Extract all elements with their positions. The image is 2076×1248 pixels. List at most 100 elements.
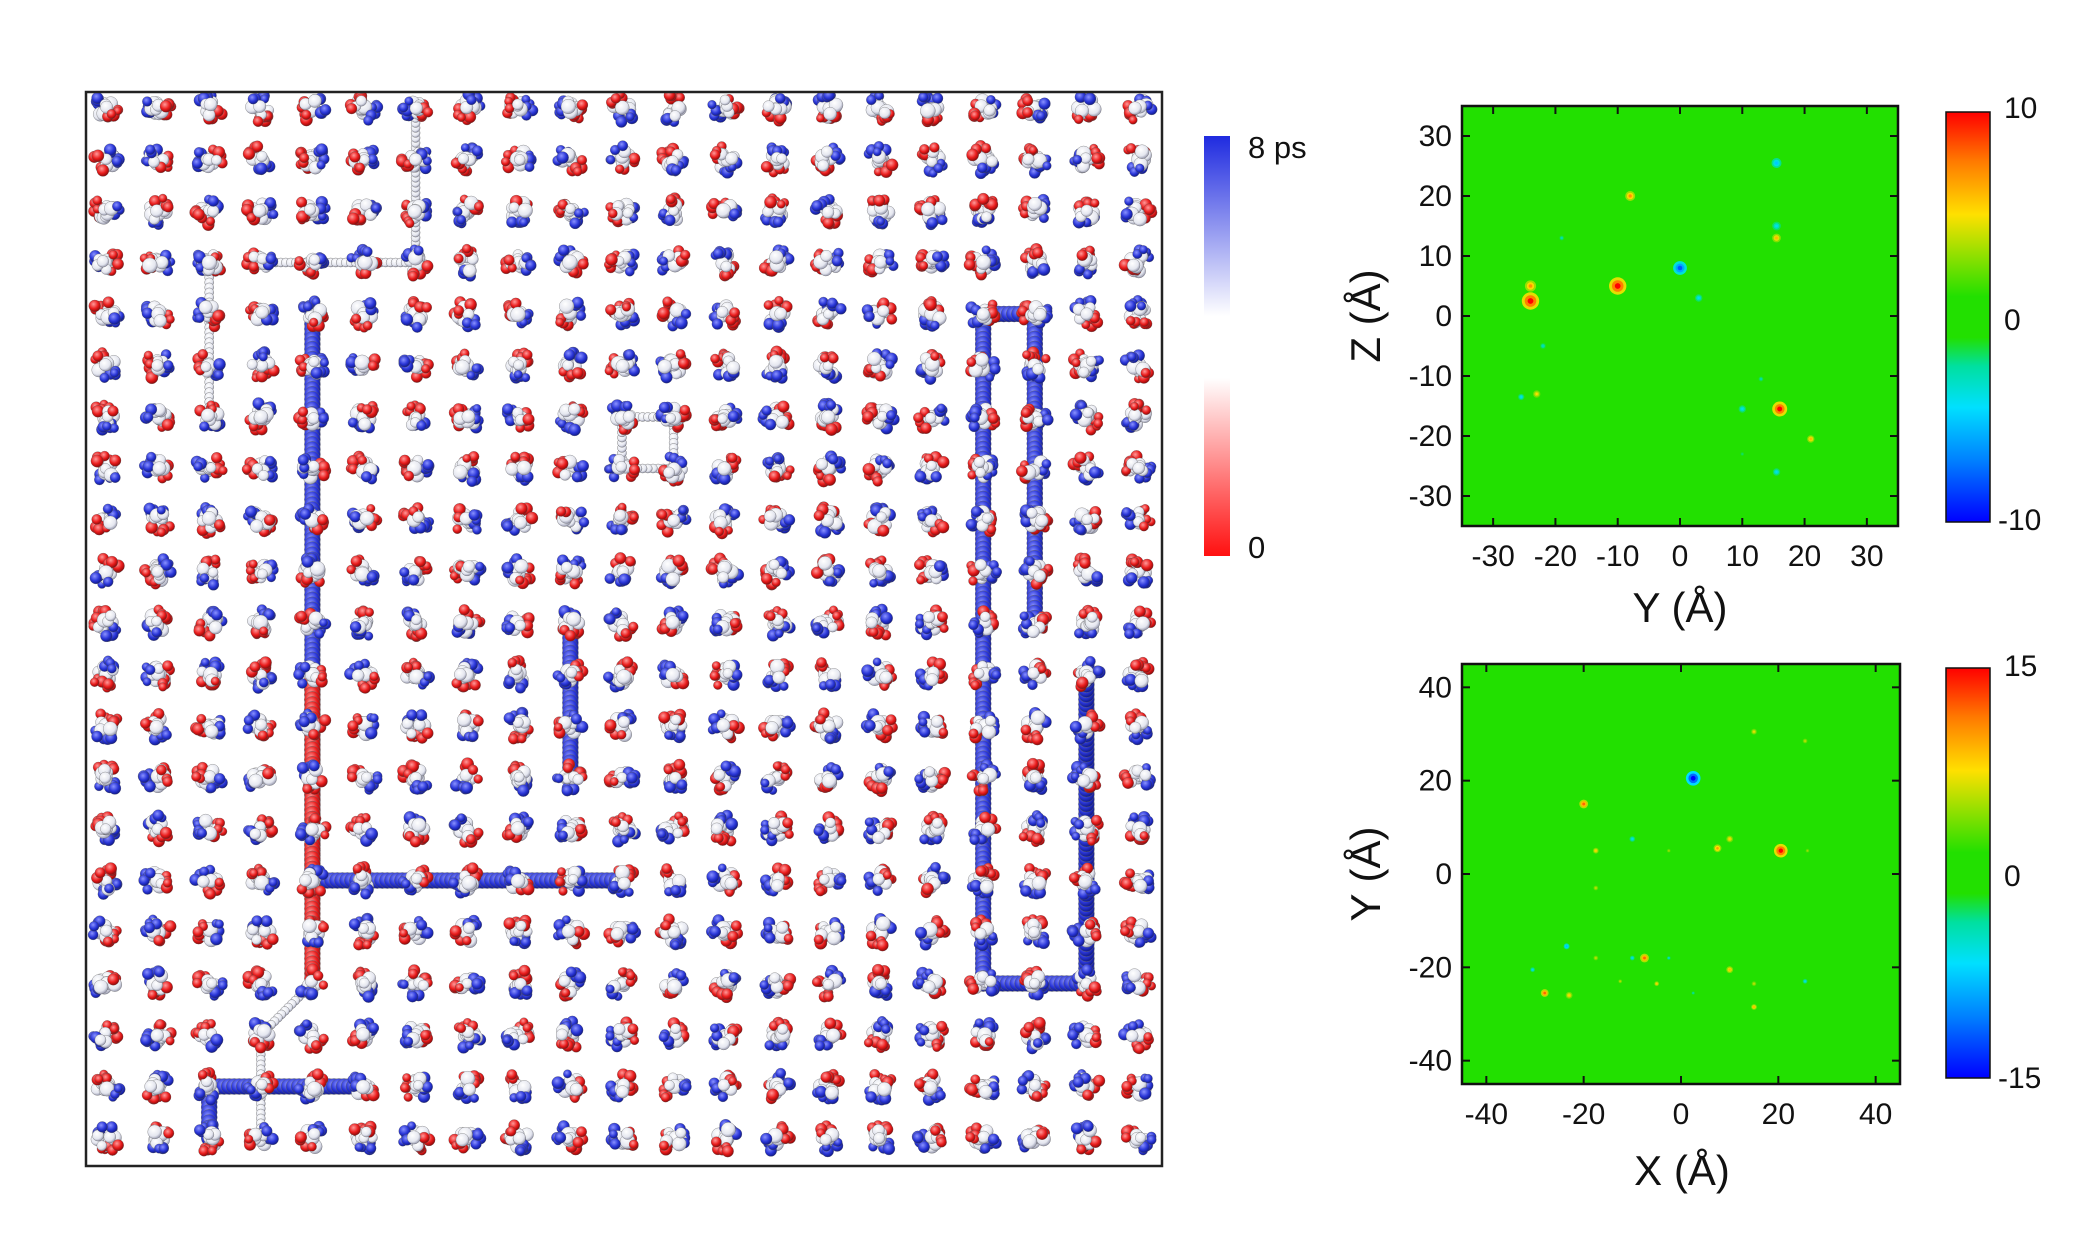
atom: [714, 526, 724, 537]
atom: [90, 454, 104, 468]
atom: [877, 524, 890, 537]
atom: [108, 250, 118, 260]
atom: [514, 154, 526, 166]
atom: [924, 298, 937, 312]
atom: [885, 256, 895, 266]
atom: [761, 405, 772, 416]
atom: [729, 208, 741, 220]
atom: [522, 413, 535, 426]
atom: [265, 253, 277, 265]
atom: [986, 155, 998, 168]
atom: [1020, 407, 1032, 418]
atom: [1069, 408, 1083, 421]
atom: [624, 266, 635, 277]
atom: [201, 511, 217, 526]
atom: [822, 217, 835, 229]
atom: [622, 410, 636, 423]
atom: [771, 369, 783, 382]
atom: [559, 298, 575, 314]
atom: [885, 158, 899, 172]
atom: [1075, 524, 1087, 536]
atom: [823, 107, 837, 121]
atom: [1143, 203, 1156, 216]
atom: [361, 404, 373, 415]
atom: [96, 255, 109, 268]
atom: [967, 470, 977, 480]
atom: [358, 417, 372, 431]
atom: [403, 470, 415, 482]
atom: [91, 149, 105, 163]
atom: [622, 400, 633, 411]
atom: [876, 217, 886, 226]
atom: [211, 154, 222, 166]
atom: [98, 358, 112, 372]
atom: [456, 112, 466, 122]
atom: [155, 255, 169, 270]
atom: [977, 192, 990, 206]
atom: [775, 415, 789, 429]
atom: [466, 476, 478, 487]
atom: [409, 153, 423, 166]
atom: [862, 410, 874, 423]
atom: [162, 201, 174, 213]
atom: [975, 254, 992, 270]
atom: [412, 511, 425, 523]
trajectory-panel: [84, 90, 1164, 1168]
atom: [213, 358, 226, 371]
atom: [712, 247, 724, 259]
atom: [878, 106, 891, 119]
molecule-blob: [294, 352, 330, 380]
atom: [310, 366, 323, 380]
atom: [143, 350, 154, 361]
atom: [1132, 461, 1145, 475]
atom: [1139, 317, 1150, 328]
atom: [877, 304, 890, 318]
atom: [969, 412, 980, 423]
atom: [773, 454, 783, 463]
atom: [973, 456, 986, 468]
atom: [577, 258, 589, 270]
atom: [818, 526, 832, 539]
atom: [823, 473, 836, 486]
atom: [398, 355, 411, 368]
atom: [308, 254, 321, 266]
atom: [501, 520, 514, 532]
atom: [308, 356, 320, 368]
atom: [1033, 308, 1047, 322]
atom: [462, 263, 477, 278]
atom: [152, 461, 167, 476]
atom: [92, 195, 103, 206]
atom: [1038, 97, 1051, 110]
atom: [981, 245, 991, 255]
atom: [1088, 466, 1102, 479]
atom: [970, 110, 981, 121]
atom: [471, 145, 483, 157]
atom: [307, 460, 320, 473]
atom: [930, 471, 942, 483]
atom: [472, 404, 482, 413]
atom: [1138, 245, 1148, 255]
atom: [604, 366, 614, 376]
atom: [421, 260, 434, 273]
atom: [668, 205, 679, 217]
atom: [200, 408, 215, 423]
atom: [563, 349, 576, 361]
atom: [625, 112, 635, 122]
atom: [783, 514, 796, 526]
atom: [315, 143, 328, 156]
atom: [453, 253, 464, 264]
atom: [1128, 420, 1139, 431]
atom: [821, 145, 833, 158]
atom: [422, 107, 434, 118]
atom: [926, 217, 939, 229]
atom: [1128, 101, 1142, 115]
atom: [872, 476, 883, 487]
atom: [936, 403, 946, 414]
atom: [930, 351, 940, 361]
atom: [765, 456, 775, 466]
atom: [813, 510, 825, 522]
atom: [615, 115, 628, 128]
atom: [1124, 196, 1134, 206]
atom: [932, 251, 943, 263]
atom: [987, 412, 999, 424]
